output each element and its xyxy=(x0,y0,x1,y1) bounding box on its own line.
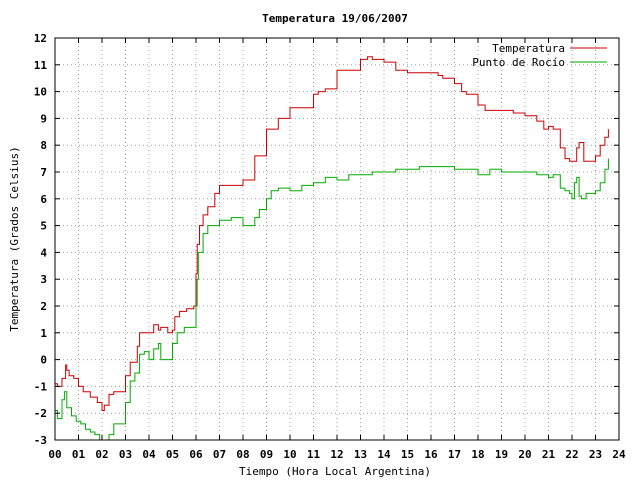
x-tick-label: 15 xyxy=(401,448,414,461)
x-tick-label: 03 xyxy=(119,448,132,461)
y-tick-label: 9 xyxy=(40,112,47,125)
x-tick-label: 22 xyxy=(565,448,578,461)
x-tick-label: 06 xyxy=(189,448,203,461)
x-tick-label: 14 xyxy=(377,448,391,461)
y-tick-label: 12 xyxy=(34,32,47,45)
x-tick-label: 07 xyxy=(213,448,226,461)
x-tick-label: 12 xyxy=(330,448,343,461)
x-tick-label: 00 xyxy=(48,448,61,461)
x-tick-label: 11 xyxy=(307,448,321,461)
series-line-temperatura xyxy=(55,56,609,411)
x-tick-label: 23 xyxy=(589,448,602,461)
x-tick-label: 13 xyxy=(354,448,367,461)
y-tick-label: 4 xyxy=(40,246,47,259)
x-tick-label: 02 xyxy=(95,448,108,461)
x-tick-label: 05 xyxy=(166,448,179,461)
x-tick-label: 24 xyxy=(612,448,626,461)
y-tick-label: 6 xyxy=(40,193,47,206)
x-tick-label: 19 xyxy=(495,448,508,461)
legend-label-punto-de-rocio: Punto de Rocío xyxy=(472,56,565,69)
y-tick-label: 8 xyxy=(40,139,47,152)
y-tick-label: 10 xyxy=(34,86,47,99)
y-tick-label: 3 xyxy=(40,273,47,286)
tick-marks xyxy=(54,37,620,441)
x-tick-label: 21 xyxy=(542,448,556,461)
y-tick-label: 0 xyxy=(40,354,47,367)
x-tick-label: 08 xyxy=(236,448,249,461)
y-tick-label: -1 xyxy=(34,380,48,393)
x-tick-label: 04 xyxy=(142,448,156,461)
x-tick-label: 18 xyxy=(471,448,484,461)
legend-label-temperatura: Temperatura xyxy=(492,42,565,55)
y-tick-label: 1 xyxy=(40,327,47,340)
x-tick-labels: 00 01 02 03 04 05 06 07 08 09 10 11 12 13 14 15 16 17 18 19… xyxy=(48,448,626,461)
x-tick-label: 16 xyxy=(424,448,438,461)
x-tick-label: 17 xyxy=(448,448,461,461)
series-line-punto-de-rocio xyxy=(55,158,609,441)
y-tick-label: 5 xyxy=(40,220,47,233)
grid-lines xyxy=(55,38,619,440)
x-tick-label: 10 xyxy=(283,448,296,461)
x-tick-label: 09 xyxy=(260,448,273,461)
x-tick-label: 01 xyxy=(72,448,86,461)
chart-title: Temperatura 19/06/2007 xyxy=(262,12,408,25)
y-tick-label: -2 xyxy=(34,407,47,420)
y-tick-label: 2 xyxy=(40,300,47,313)
y-tick-label: -3 xyxy=(34,434,47,447)
x-axis-label: Tiempo (Hora Local Argentina) xyxy=(239,465,431,478)
y-axis-label: Temperatura (Grados Celsius) xyxy=(8,146,21,331)
x-tick-label: 20 xyxy=(518,448,531,461)
y-tick-label: 7 xyxy=(40,166,47,179)
legend: Temperatura Punto de Rocío xyxy=(472,42,607,69)
y-tick-label: 11 xyxy=(34,59,48,72)
